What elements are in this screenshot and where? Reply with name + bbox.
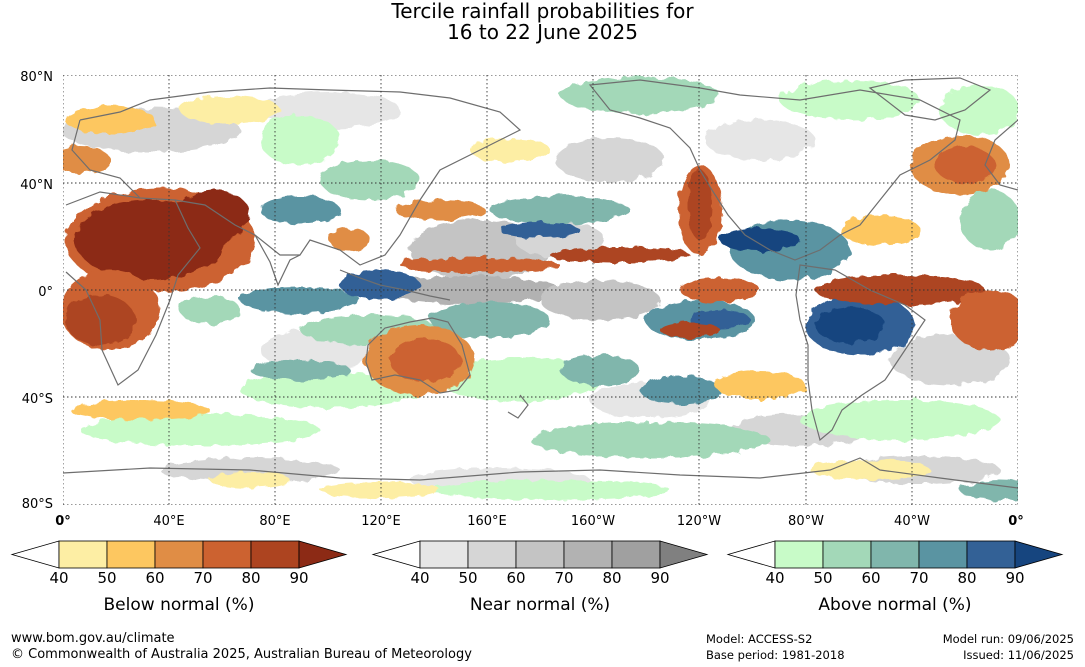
legend-swatch-low-end [371, 540, 421, 569]
antarctica-coastline [63, 457, 1018, 489]
legend-below-tick: 70 [193, 569, 212, 587]
legend-swatch [202, 540, 252, 569]
legend-swatch [515, 540, 565, 569]
legend-below-tick: 40 [49, 569, 68, 587]
europe-coastline [984, 119, 1018, 191]
legend-swatch-high-end [298, 540, 348, 569]
legend-below-normal: 40 50 60 70 80 90 Below normal (%) [10, 540, 348, 615]
legend-below-tick: 50 [97, 569, 116, 587]
legend-swatch-low-end [726, 540, 776, 569]
lon-label-0-left: 0° [55, 514, 71, 529]
legend-swatch [966, 540, 1016, 569]
legend-swatch [419, 540, 469, 569]
legend-above-tick: 40 [765, 569, 784, 587]
legend-swatch-high-end [659, 540, 709, 569]
lon-label-80w: 80°W [788, 514, 824, 529]
lat-label-80s: 80°S [22, 497, 53, 512]
legend-above-tick: 70 [909, 569, 928, 587]
legend-above-tick: 50 [813, 569, 832, 587]
legend-near-swatches [371, 540, 709, 569]
graticule [63, 75, 1018, 505]
legend-near-title: Near normal (%) [470, 595, 610, 615]
africa-coastline [65, 191, 201, 386]
eurasia-coastline [71, 87, 522, 266]
legend-near-tick: 70 [554, 569, 573, 587]
plot-area [63, 75, 1018, 505]
legend-swatch [822, 540, 872, 569]
footer-url: www.bom.gov.au/climate [11, 631, 175, 646]
india-coastline [254, 234, 301, 287]
legend-swatch [106, 540, 156, 569]
legend-above-tick: 90 [1005, 569, 1024, 587]
legend-above-title: Above normal (%) [818, 595, 971, 615]
map-title-line2: 16 to 22 June 2025 [447, 20, 638, 44]
lat-label-0: 0° [38, 285, 53, 300]
legend-below-tick: 80 [241, 569, 260, 587]
indonesia-coastline [339, 269, 451, 301]
north-america-coastline [588, 79, 961, 261]
lat-label-40n: 40°N [20, 178, 53, 193]
legend-swatch [250, 540, 300, 569]
lat-label-80n: 80°N [20, 70, 53, 85]
legend-below-title: Below normal (%) [104, 595, 255, 615]
legend-swatch-high-end [1014, 540, 1064, 569]
new-zealand-coastline [507, 394, 529, 419]
probability-fields [63, 77, 1018, 500]
lon-label-160e: 160°E [467, 514, 507, 529]
legend-swatch [870, 540, 920, 569]
legend-below-swatches [10, 540, 348, 569]
legend-below-tick: 90 [289, 569, 308, 587]
footer-model: Model: ACCESS-S2 [706, 632, 813, 646]
legend-swatch [918, 540, 968, 569]
australia-coastline [365, 317, 471, 394]
footer-issued: Issued: 11/06/2025 [963, 648, 1074, 662]
legend-near-tick: 90 [650, 569, 669, 587]
lon-label-40e: 40°E [153, 514, 184, 529]
legend-below-tick: 60 [145, 569, 164, 587]
lon-label-0-right: 0° [1008, 514, 1024, 529]
map-title-line1: Tercile rainfall probabilities for [391, 0, 694, 23]
lon-label-160w: 160°W [571, 514, 615, 529]
lat-label-40s: 40°S [22, 392, 53, 407]
legend-near-tick: 60 [506, 569, 525, 587]
legend-above-tick: 80 [957, 569, 976, 587]
legend-near-tick: 80 [602, 569, 621, 587]
legend-swatch [154, 540, 204, 569]
legend-swatch [467, 540, 517, 569]
greenland-coastline [868, 77, 992, 121]
legend-swatch [611, 540, 661, 569]
lon-label-120w: 120°W [677, 514, 721, 529]
legend-swatch-low-end [10, 540, 60, 569]
legend-near-normal: 40 50 60 70 80 90 Near normal (%) [371, 540, 709, 615]
legend-near-tick: 40 [410, 569, 429, 587]
footer-copyright: © Commonwealth of Australia 2025, Austra… [11, 647, 472, 662]
legend-swatch [774, 540, 824, 569]
south-america-coastline [795, 264, 926, 442]
legend-swatch [58, 540, 108, 569]
lon-label-120e: 120°E [361, 514, 401, 529]
legend-above-normal: 40 50 60 70 80 90 Above normal (%) [726, 540, 1064, 615]
legend-near-tick: 50 [458, 569, 477, 587]
footer-base-period: Base period: 1981-2018 [706, 648, 845, 662]
legend-swatch [563, 540, 613, 569]
lon-label-40w: 40°W [894, 514, 930, 529]
lon-label-80e: 80°E [259, 514, 290, 529]
coastlines [63, 77, 1018, 489]
footer-model-run: Model run: 09/06/2025 [942, 632, 1074, 646]
legend-above-swatches [726, 540, 1064, 569]
legend-above-tick: 60 [861, 569, 880, 587]
